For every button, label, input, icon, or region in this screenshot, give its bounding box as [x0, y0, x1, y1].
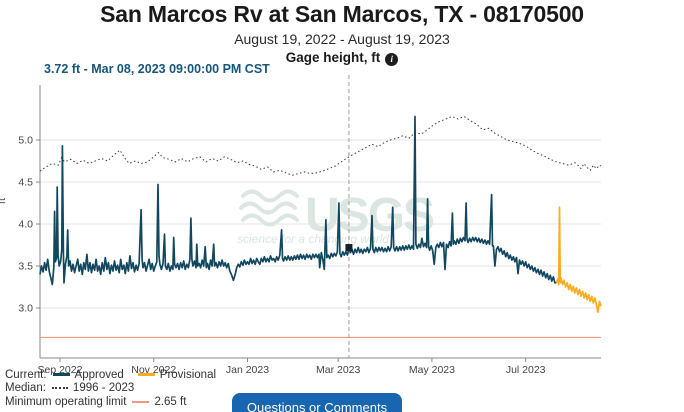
- provisional-series-line: [555, 206, 602, 314]
- legend-median-label: Median:: [5, 382, 46, 395]
- watermark-tagline: science for a changing world: [237, 232, 389, 246]
- date-range-subtitle: August 19, 2022 - August 19, 2023: [234, 31, 450, 47]
- x-tick-label: Jan 2023: [226, 364, 269, 376]
- median-line-swatch: [51, 387, 68, 390]
- approved-line-swatch: [52, 373, 70, 377]
- legend-median-period: 1996 - 2023: [72, 382, 135, 395]
- legend-row-min-limit: Minimum operating limit 2.65 ft: [5, 395, 230, 409]
- chart-legend: Current: Approved Provisional Median: 19…: [5, 368, 230, 409]
- x-tick-label: Nov 2022: [131, 364, 176, 376]
- series-layer: [39, 75, 602, 358]
- legend-row-median: Median: 1996 - 2023: [5, 382, 230, 396]
- x-tick-label: Mar 2023: [316, 364, 361, 376]
- min-limit-line-swatch: [132, 400, 150, 403]
- approved-series-line: [39, 115, 557, 286]
- usgs-wave-icon: [241, 213, 299, 227]
- legend-min-limit-label: Minimum operating limit: [5, 395, 127, 408]
- y-tick-label: 4.5: [18, 177, 33, 189]
- usgs-watermark: USGS science for a changing world: [237, 189, 436, 246]
- page-title: San Marcos Rv at San Marcos, TX - 081705…: [100, 1, 584, 27]
- legend-row-current: Current: Approved Provisional: [5, 368, 230, 382]
- x-tick-label: Jul 2023: [506, 364, 546, 376]
- y-tick-label: 3.5: [18, 261, 33, 273]
- parameter-label: Gage height, ft: [285, 50, 381, 65]
- provisional-line-swatch: [137, 373, 155, 377]
- legend-approved-label: Approved: [74, 368, 124, 381]
- cursor-readout: 3.72 ft - Mar 08, 2023 09:00:00 PM CST: [44, 62, 270, 76]
- y-tick-label: 5.0: [18, 135, 33, 147]
- y-tick-label: 4.0: [18, 219, 33, 231]
- usgs-wave-icon: [241, 189, 299, 203]
- y-tick-label: 3.0: [18, 303, 33, 315]
- cursor-point-marker: [345, 244, 353, 252]
- legend-current-label: Current:: [5, 368, 47, 381]
- median-series-line: [39, 115, 602, 176]
- legend-provisional-label: Provisional: [159, 368, 217, 381]
- questions-or-comments-button[interactable]: Questions or Comments: [232, 393, 402, 412]
- info-icon[interactable]: i: [385, 53, 399, 66]
- parameter-header: Gage height, ft i: [0, 50, 684, 66]
- x-tick-label: May 2023: [409, 364, 455, 376]
- usgs-wave-icon: [239, 201, 297, 215]
- legend-min-limit-value: 2.65 ft: [154, 395, 187, 408]
- x-tick-label: Sep 2022: [37, 364, 82, 376]
